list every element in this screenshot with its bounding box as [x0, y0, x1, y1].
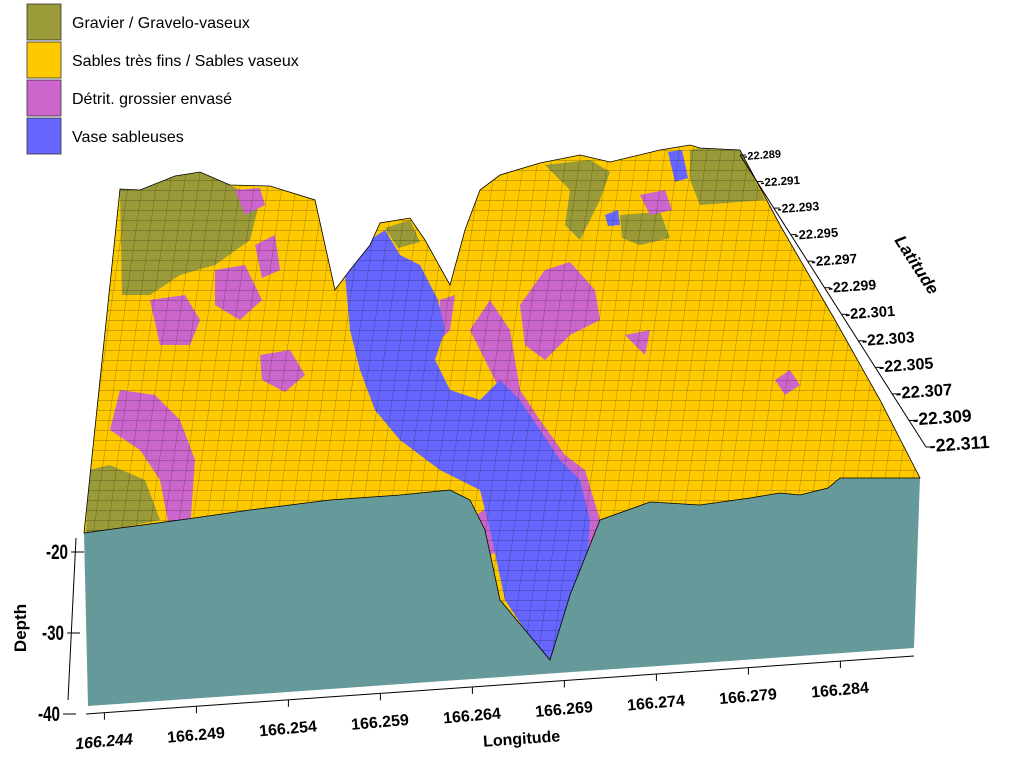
legend: Gravier / Gravelo-vaseux Sables très fins…: [26, 3, 299, 155]
latitude-tick-label-3: -22.295: [794, 225, 839, 243]
depth-axis-line: [67, 537, 77, 701]
latitude-axis-line: [739, 154, 927, 448]
latitude-tick-label-1: -22.291: [760, 174, 801, 190]
longitude-tick-label-8: 166.284: [810, 680, 869, 702]
longitude-tick-label-3: 166.259: [350, 712, 409, 734]
longitude-axis: Longitude 166.244 166.249 166.254 166.259 16…: [74, 655, 915, 753]
latitude-tick-label-2: -22.293: [777, 199, 820, 216]
depth-tick-label-1: -30: [42, 621, 64, 645]
longitude-tick-label-5: 166.269: [534, 699, 593, 721]
longitude-tick-label-0: 166.244: [74, 731, 133, 753]
longitude-axis-line: [85, 655, 915, 715]
latitude-tick-label-8: -22.305: [878, 355, 934, 377]
latitude-tick-label-0: -22.289: [743, 148, 781, 163]
longitude-axis-title: Longitude: [483, 728, 561, 750]
legend-swatch-3: [26, 117, 62, 155]
legend-label-3: Vase sableuses: [72, 129, 184, 146]
depth-tick-label-2: -40: [38, 702, 60, 726]
legend-swatch-1: [26, 41, 62, 79]
legend-label-1: Sables très fins / Sables vaseux: [72, 53, 299, 70]
latitude-tick-label-7: -22.303: [861, 329, 915, 350]
latitude-tick-label-4: -22.297: [811, 251, 858, 269]
latitude-axis-title: Latitude: [891, 232, 943, 298]
depth-side-wall: [84, 478, 920, 706]
legend-swatch-0: [26, 3, 62, 41]
longitude-tick-label-1: 166.249: [166, 725, 225, 747]
longitude-tick-label-2: 166.254: [258, 718, 317, 740]
depth-axis: Depth -20 -30 -40: [11, 537, 84, 726]
depth-axis-title: Depth: [11, 604, 30, 652]
legend-label-0: Gravier / Gravelo-vaseux: [72, 15, 250, 32]
latitude-tick-label-10: -22.309: [912, 405, 973, 429]
depth-tick-label-0: -20: [46, 540, 68, 564]
longitude-tick-label-4: 166.264: [442, 705, 501, 727]
legend-label-2: Détrit. grossier envasé: [72, 91, 232, 108]
latitude-tick-label-6: -22.301: [845, 304, 896, 323]
latitude-tick-label-9: -22.307: [895, 380, 953, 403]
latitude-tick-label-5: -22.299: [828, 277, 877, 296]
longitude-tick-label-6: 166.274: [626, 693, 685, 715]
legend-swatch-2: [26, 79, 62, 117]
longitude-tick-label-7: 166.279: [718, 686, 777, 708]
latitude-tick-label-11: -22.311: [929, 432, 990, 456]
